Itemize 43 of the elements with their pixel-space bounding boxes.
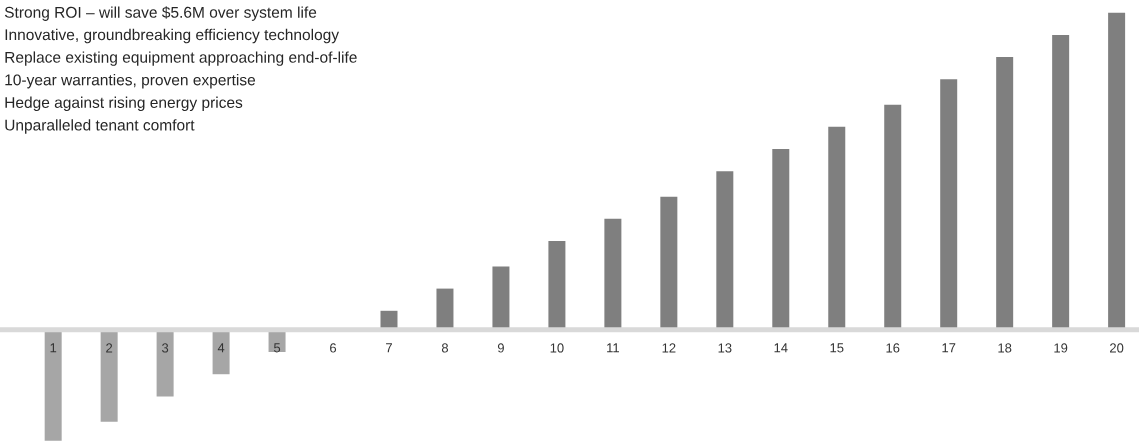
bar <box>604 218 622 330</box>
bar <box>772 149 790 330</box>
x-tick-label: 6 <box>330 343 337 353</box>
x-tick-label: 20 <box>1110 343 1124 353</box>
bar <box>548 241 566 330</box>
bar <box>156 329 174 397</box>
annotation: Strong ROI – will save $5.6M over system life <box>4 6 317 21</box>
x-tick-label: 4 <box>217 343 225 353</box>
bar <box>1052 34 1070 330</box>
x-tick-label: 16 <box>886 343 900 353</box>
x-tick-label: 2 <box>106 343 113 353</box>
bar <box>436 288 454 330</box>
x-tick-label: 13 <box>718 343 732 353</box>
x-tick-label: 9 <box>497 343 504 353</box>
x-tick-label: 3 <box>162 343 169 353</box>
bar <box>884 104 902 330</box>
x-tick-label: 12 <box>662 343 676 353</box>
annotation: Innovative, groundbreaking efficiency technology <box>5 28 340 44</box>
bar <box>716 171 734 330</box>
annotation: Replace existing equipment approaching end-of-life <box>5 51 357 66</box>
bar <box>940 79 958 330</box>
bar <box>212 329 230 375</box>
x-tick-label: 14 <box>774 343 788 353</box>
bar <box>828 126 846 330</box>
x-tick-label: 10 <box>550 343 564 353</box>
x-tick-label: 5 <box>273 343 281 353</box>
x-tick-label: 19 <box>1054 343 1068 353</box>
annotation: Unparalleled tenant comfort <box>5 119 195 134</box>
x-tick-label: 1 <box>50 343 57 353</box>
x-tick-label: 11 <box>607 343 619 353</box>
bar <box>996 57 1014 330</box>
bar <box>1108 12 1126 330</box>
bar <box>100 329 118 422</box>
x-tick-label: 7 <box>386 343 392 353</box>
annotation: 10-year warranties, proven expertise <box>5 73 256 89</box>
bar <box>44 329 62 441</box>
x-tick-label: 18 <box>998 343 1012 353</box>
x-tick-label: 15 <box>830 343 844 353</box>
x-tick-label: 8 <box>441 343 449 353</box>
x-tick-label: 17 <box>942 343 956 353</box>
bar <box>492 266 510 330</box>
annotation: Hedge against rising energy prices <box>5 96 243 112</box>
bar <box>660 196 678 330</box>
